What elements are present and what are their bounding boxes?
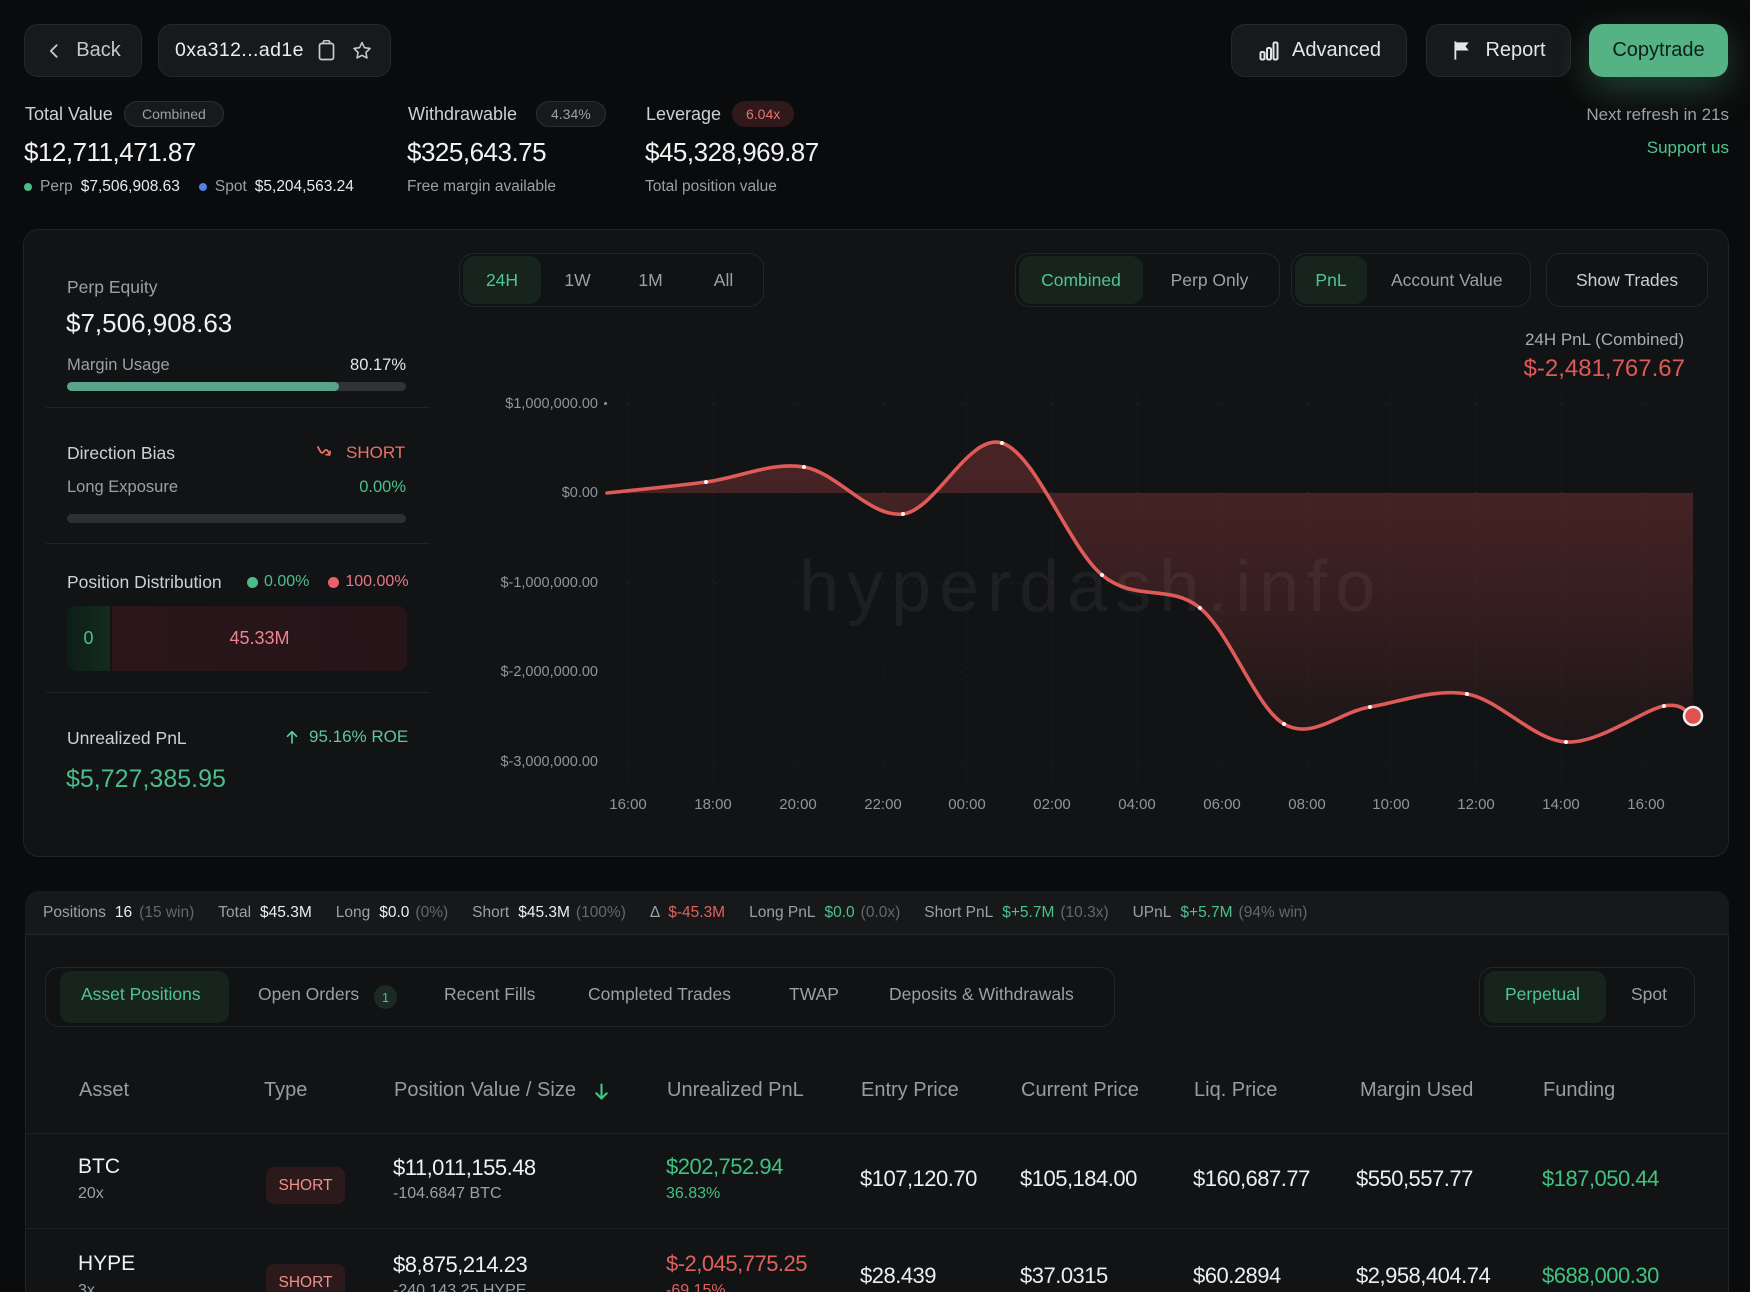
- svg-text:hyperdash.info: hyperdash.info: [799, 547, 1383, 627]
